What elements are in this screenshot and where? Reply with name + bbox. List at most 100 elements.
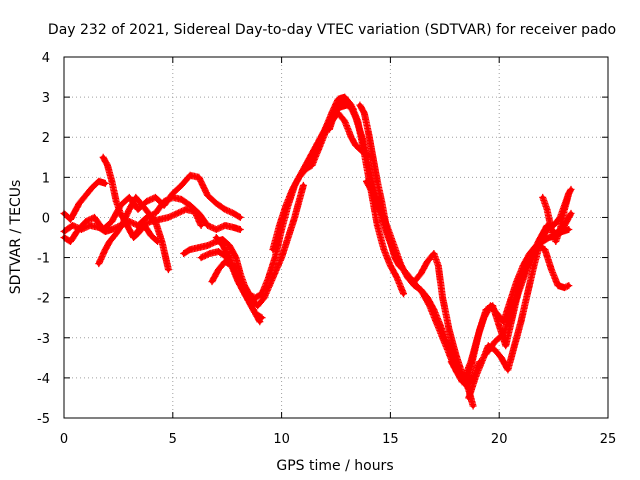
- data-point: [510, 307, 515, 312]
- series-arc-11: [269, 93, 407, 298]
- data-point: [431, 307, 437, 312]
- data-point: [153, 211, 158, 216]
- data-point: [301, 183, 306, 188]
- data-point: [205, 193, 210, 198]
- data-point: [131, 235, 136, 240]
- data-point: [322, 131, 328, 136]
- data-point: [483, 307, 489, 312]
- data-point: [290, 187, 295, 192]
- data-point: [440, 295, 445, 300]
- data-point: [340, 98, 345, 104]
- data-point: [353, 115, 358, 120]
- data-point: [68, 239, 73, 244]
- data-point: [466, 395, 471, 401]
- data-point: [166, 215, 171, 220]
- data-point: [161, 199, 167, 204]
- data-point: [544, 207, 550, 212]
- data-point: [253, 295, 258, 300]
- data-point: [477, 327, 482, 332]
- data-point: [375, 179, 380, 184]
- data-point: [527, 259, 532, 264]
- data-point: [175, 211, 180, 216]
- data-point: [473, 375, 478, 381]
- data-point: [292, 215, 297, 220]
- data-point: [103, 229, 108, 234]
- data-point: [238, 215, 243, 220]
- data-point: [412, 283, 417, 288]
- x-tick-label: 20: [491, 432, 508, 447]
- data-point: [179, 197, 184, 202]
- data-point: [277, 223, 282, 228]
- data-point: [214, 227, 219, 232]
- data-point: [536, 239, 541, 244]
- data-point: [231, 225, 236, 230]
- data-point: [246, 299, 252, 304]
- data-point: [270, 247, 276, 252]
- data-point: [77, 201, 82, 206]
- data-point: [562, 285, 567, 290]
- data-point: [568, 211, 574, 216]
- y-tick-label: -1: [37, 252, 50, 267]
- data-point: [381, 215, 387, 220]
- data-point: [166, 267, 171, 272]
- data-point: [505, 367, 511, 373]
- data-point: [353, 143, 358, 148]
- series-arc-15: [363, 177, 484, 390]
- data-point: [405, 275, 410, 280]
- y-tick-label: 1: [42, 171, 50, 186]
- data-point: [196, 245, 202, 250]
- data-point: [553, 239, 558, 244]
- data-point: [118, 211, 123, 216]
- data-point: [359, 135, 365, 140]
- data-point: [146, 211, 152, 216]
- data-point: [238, 227, 243, 232]
- series-layer: [60, 93, 575, 410]
- data-point: [127, 195, 132, 200]
- data-point: [79, 227, 84, 232]
- data-point: [547, 235, 552, 240]
- data-point: [227, 255, 232, 260]
- data-point: [122, 219, 128, 224]
- data-point: [457, 371, 463, 377]
- y-tick-label: 3: [42, 91, 50, 106]
- data-point: [425, 295, 430, 300]
- data-point: [373, 199, 378, 204]
- data-point: [144, 199, 149, 204]
- data-point: [366, 163, 371, 168]
- data-point: [109, 227, 115, 232]
- series-arc-1: [60, 177, 109, 223]
- data-point: [364, 179, 369, 184]
- data-point: [425, 259, 430, 264]
- data-point: [103, 181, 108, 186]
- data-point: [235, 275, 241, 280]
- data-point: [155, 239, 160, 244]
- data-point: [346, 100, 352, 106]
- data-point: [216, 249, 221, 254]
- data-point: [285, 235, 291, 240]
- chart-title: Day 232 of 2021, Sidereal Day-to-day VTE…: [48, 22, 616, 38]
- data-point: [257, 319, 262, 324]
- data-point: [447, 327, 452, 332]
- data-point: [394, 251, 400, 256]
- data-point: [214, 201, 219, 206]
- data-point: [259, 315, 265, 320]
- x-tick-label: 25: [600, 432, 617, 447]
- data-point: [214, 235, 219, 240]
- data-point: [198, 255, 204, 260]
- data-point: [220, 243, 225, 248]
- y-tick-label: 2: [42, 131, 50, 146]
- data-point: [196, 175, 202, 180]
- data-point: [283, 203, 289, 208]
- data-point: [333, 106, 339, 112]
- data-point: [183, 207, 189, 212]
- y-tick-label: -5: [37, 412, 50, 427]
- data-point: [296, 199, 302, 204]
- data-point: [135, 207, 141, 212]
- data-point: [470, 355, 476, 360]
- data-point: [357, 102, 363, 108]
- data-point: [266, 275, 271, 280]
- data-point: [566, 191, 571, 196]
- data-point: [399, 263, 404, 268]
- data-point: [133, 195, 138, 200]
